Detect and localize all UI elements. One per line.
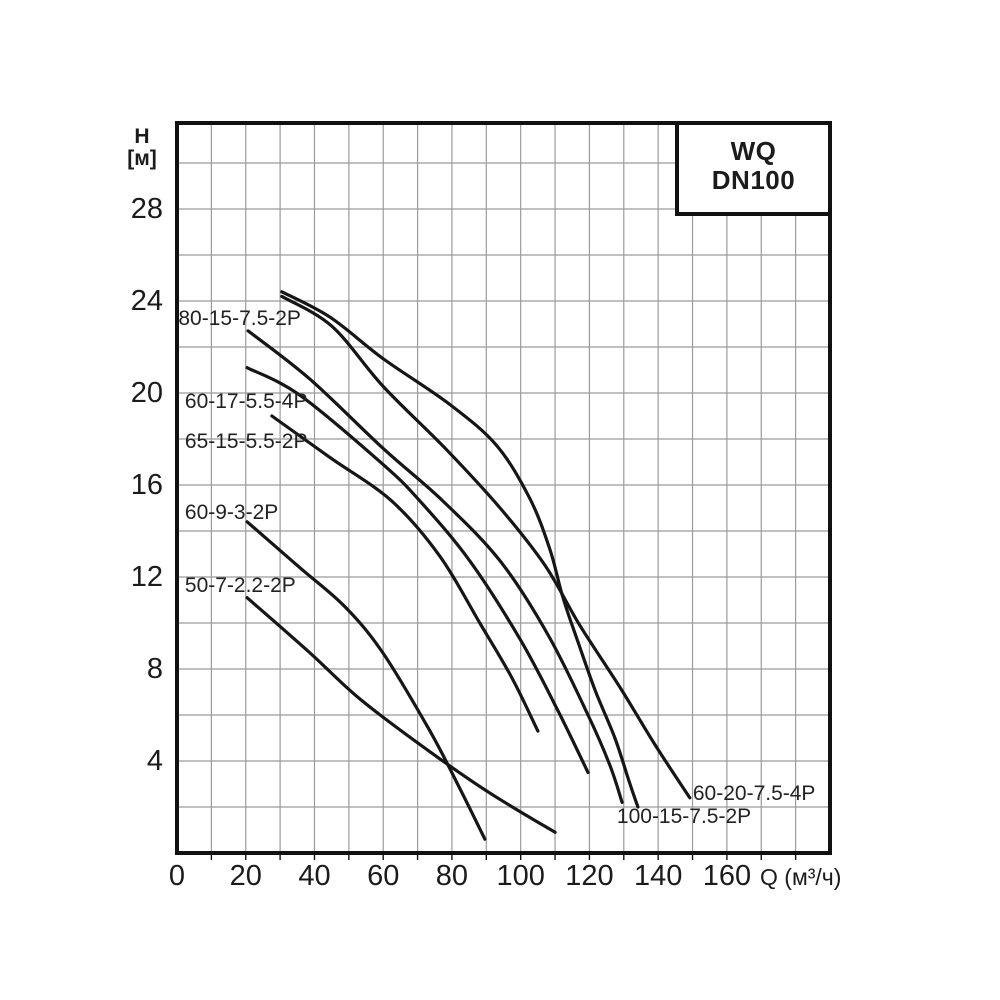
x-tick-label: 80 [435,860,469,892]
plot-border [175,121,832,855]
pump-curve-60-17-5.5-4P [245,366,590,775]
pump-curve-60-20-7.5-4P [280,294,692,800]
chart-title-box: WQ DN100 [675,121,832,216]
pump-curve-65-15-5.5-2P [270,414,540,733]
x-tick-label: 40 [298,860,331,892]
y-tick-label: 4 [146,745,163,777]
x-tick-label: 20 [229,860,262,892]
y-axis-name: H [134,125,150,148]
title-dn-size: DN100 [711,165,796,195]
x-tick-label: 0 [168,860,186,892]
curve-label-60-9-3-2P: 60-9-3-2P [184,500,279,524]
curve-label-100-15-7.5-2P: 100-15-7.5-2P [616,805,752,829]
pump-curve-100-15-7.5-2P [280,290,640,809]
x-tick-label: 120 [565,860,614,892]
x-tick-label: 60 [367,860,400,892]
x-tick-label: 160 [702,860,752,892]
curve-label-60-20-7.5-4P: 60-20-7.5-4P [692,782,816,806]
curve-label-80-15-7.5-2P: 80-15-7.5-2P [178,307,301,331]
curve-label-50-7-2.2-2P: 50-7-2.2-2P [184,574,296,598]
pump-curve-80-15-7.5-2P [246,329,624,804]
pump-curve-60-9-3-2P [245,520,487,841]
x-axis-label: Q (м³/ч) [760,864,842,890]
y-tick-label: 16 [130,469,163,501]
y-tick-label: 20 [130,377,163,409]
x-tick-label: 140 [633,860,683,892]
curve-label-60-17-5.5-4P: 60-17-5.5-4P [184,390,308,414]
y-tick-label: 24 [130,285,163,317]
curve-label-65-15-5.5-2P: 65-15-5.5-2P [184,430,308,454]
y-tick-label: 12 [130,561,163,593]
y-axis-unit: [м] [127,147,157,170]
pump-curve-50-7-2.2-2P [245,596,557,834]
title-series-name: WQ [730,136,777,166]
y-tick-label: 28 [130,193,163,226]
y-axis-title: H [м] [118,126,166,170]
y-tick-label: 8 [146,653,163,685]
x-tick-label: 100 [496,860,545,892]
